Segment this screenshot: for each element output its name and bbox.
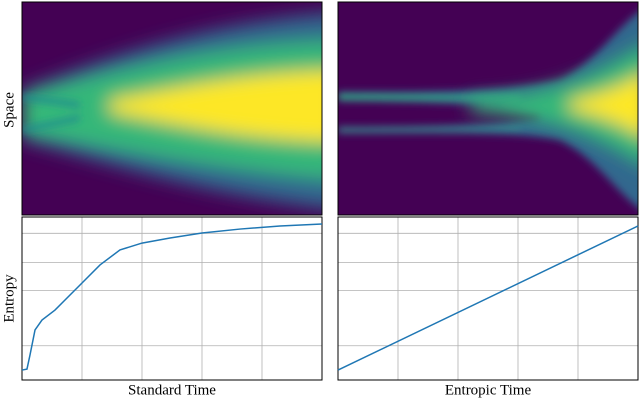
heatmap-left: [22, 2, 322, 215]
frame: [21, 216, 323, 381]
frame: [337, 1, 639, 216]
y-axis-label: Entropy: [1, 274, 17, 323]
x-axis-label: Entropic Time: [445, 382, 532, 398]
x-axis-label: Standard Time: [128, 382, 216, 398]
y-axis-label: Space: [1, 92, 17, 128]
frame: [337, 216, 639, 381]
frame: [21, 1, 323, 216]
heatmap-right: [338, 2, 638, 215]
line: [337, 225, 639, 371]
line: [21, 223, 323, 371]
